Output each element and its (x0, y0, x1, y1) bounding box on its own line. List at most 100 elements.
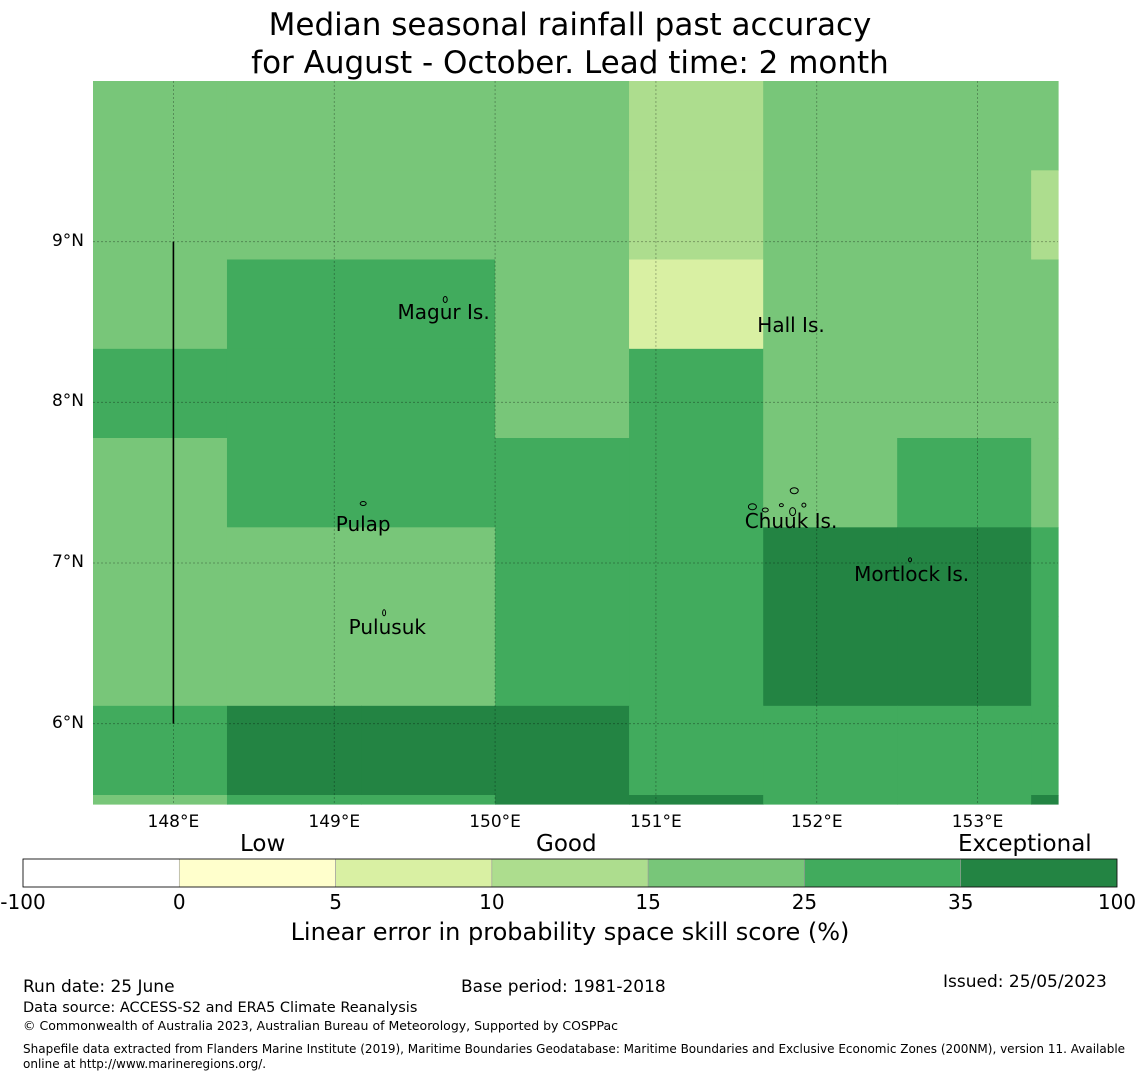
grid-cell (93, 795, 228, 805)
grid-cell (93, 616, 228, 707)
grid-cell (1031, 705, 1059, 796)
colorbar-tick-label: 25 (791, 890, 818, 914)
place-label: Hall Is. (757, 313, 825, 338)
colorbar-category-low: Low (240, 831, 286, 857)
grid-cell (763, 616, 898, 707)
skill-grid (93, 81, 1059, 805)
grid-cell (897, 795, 1032, 805)
place-label: Pulusuk (348, 615, 426, 640)
island-outline (442, 296, 448, 304)
grid-cell (93, 259, 228, 350)
grid-cell (1031, 259, 1059, 350)
grid-cell (361, 616, 496, 707)
colorbar-segment (960, 858, 1118, 888)
grid-cell (361, 438, 496, 528)
island-outline (761, 507, 769, 513)
place-label: Magur Is. (397, 300, 490, 325)
place-label: Chuuk Is. (744, 509, 838, 534)
grid-cell (361, 348, 496, 439)
grid-cell (763, 81, 898, 171)
copyright-notice: © Commonwealth of Australia 2023, Austra… (23, 1018, 618, 1033)
colorbar-segment (335, 858, 493, 888)
colorbar-segment (491, 858, 649, 888)
colorbar-category-exceptional: Exceptional (958, 831, 1092, 857)
colorbar-tick-label: 10 (479, 890, 505, 914)
island-outline (359, 501, 367, 507)
island-outline (908, 557, 913, 563)
shapefile-credit: Shapefile data extracted from Flanders M… (23, 1042, 1126, 1071)
colorbar-tick-label: 5 (329, 890, 342, 914)
grid-cell (629, 616, 764, 707)
grid-cell (495, 81, 630, 171)
latitude-tick-label: 8°N (51, 391, 84, 412)
grid-cell (629, 81, 764, 171)
grid-cell (897, 170, 1032, 261)
grid-cell (763, 795, 898, 805)
grid-cell (93, 705, 228, 796)
data-source: Data source: ACCESS-S2 and ERA5 Climate … (23, 1000, 418, 1016)
grid-cell (1031, 81, 1059, 171)
colorbar (22, 858, 1118, 888)
colorbar-category-good: Good (536, 831, 597, 857)
issued-date: Issued: 25/05/2023 (943, 972, 1107, 992)
grid-cell (629, 170, 764, 261)
grid-cell (763, 527, 898, 618)
grid-cell (93, 81, 228, 171)
colorbar-tick-label: 15 (635, 890, 661, 914)
colorbar-frame (22, 858, 1118, 888)
island-outline (747, 503, 757, 511)
grid-cell (897, 705, 1032, 796)
grid-cell (495, 259, 630, 350)
island-outline (789, 507, 797, 517)
latitude-tick-label: 7°N (51, 552, 84, 572)
longitude-tick-label: 153°E (951, 812, 1004, 832)
colorbar-segment (647, 858, 805, 888)
longitude-tick-label: 149°E (308, 812, 361, 832)
colorbar-tick-label: -100 (0, 890, 46, 914)
grid-cell (226, 170, 362, 261)
grid-cell (495, 705, 630, 796)
grid-cell (361, 259, 496, 350)
grid-cell (93, 348, 228, 439)
grid-cell (897, 348, 1032, 439)
grid-cell (897, 259, 1032, 350)
grid-cell (361, 795, 496, 805)
grid-cell (1031, 170, 1059, 261)
island-outline (789, 487, 799, 495)
longitude-tick-label: 151°E (630, 812, 682, 832)
grid-cell (763, 259, 898, 350)
grid-cell (629, 527, 764, 618)
grid-cell (763, 705, 898, 796)
grid-cell (93, 170, 228, 261)
grid-cell (629, 259, 764, 350)
grid-cell (897, 616, 1032, 707)
colorbar-label: Linear error in probability space skill … (290, 918, 850, 946)
grid-cell (763, 438, 898, 528)
grid-cell (361, 170, 496, 261)
grid-cell (226, 438, 362, 528)
colorbar-tick-label: 100 (1097, 890, 1137, 914)
grid-cell (897, 527, 1032, 618)
run-date: Run date: 25 June (23, 977, 175, 997)
chart-title-line-2: for August - October. Lead time: 2 month (251, 45, 889, 81)
grid-cell (629, 705, 764, 796)
colorbar-segment (804, 858, 962, 888)
grid-cell (1031, 527, 1059, 618)
grid-cell (897, 438, 1032, 528)
grid-cell (226, 616, 362, 707)
island-outline (801, 502, 807, 508)
grid-cell (93, 527, 228, 618)
island-outline (382, 609, 387, 617)
longitude-tick-label: 148°E (147, 812, 200, 832)
colorbar-segment (22, 858, 180, 888)
grid-cell (1031, 438, 1059, 528)
grid-cell (226, 259, 362, 350)
island-outlines (359, 296, 913, 617)
grid-cell (226, 527, 362, 618)
latitude-tick-label: 9°N (51, 230, 84, 251)
base-period: Base period: 1981-2018 (461, 977, 666, 997)
latitude-tick-label: 6°N (51, 712, 84, 733)
grid-cell (495, 616, 630, 707)
island-outline (778, 503, 784, 508)
